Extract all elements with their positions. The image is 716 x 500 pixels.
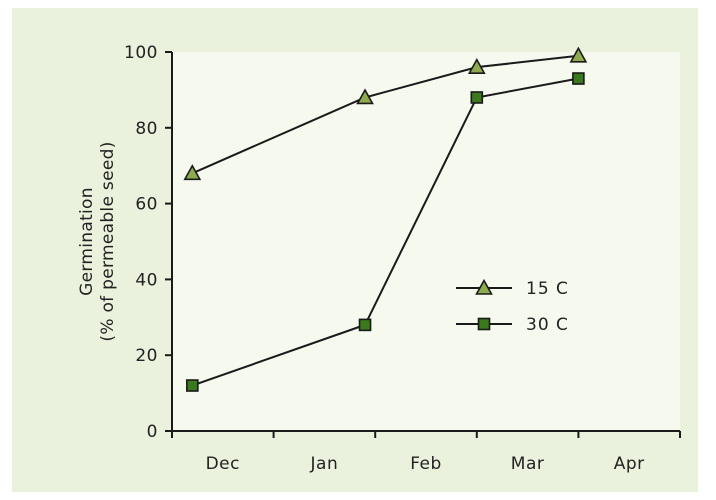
x-tick-label: Apr (614, 454, 645, 474)
axes (171, 52, 680, 432)
legend: 15 C 30 C (456, 278, 569, 335)
x-tick-label: Mar (511, 454, 545, 474)
y-axis-title-line2: (% of permeable seed) (98, 141, 118, 341)
ticks: 0 20 40 60 80 100 Dec Jan Feb Mar Apr (124, 43, 681, 474)
data-point (569, 46, 588, 63)
legend-label: 15 C (526, 279, 569, 299)
series-1 (183, 46, 588, 181)
series-2 (186, 72, 585, 392)
y-axis-title-line1: Germination (77, 187, 97, 296)
data-point (186, 379, 199, 392)
data-point (572, 72, 585, 85)
legend-marker (477, 317, 491, 331)
x-tick-label: Dec (206, 454, 240, 474)
series-line (191, 77, 579, 387)
legend-label: 30 C (526, 315, 569, 335)
legend-marker (475, 278, 493, 295)
data-point (183, 164, 202, 181)
y-tick-label: 80 (135, 119, 158, 139)
data-point (356, 88, 374, 105)
data-point (470, 91, 484, 104)
plot-area (172, 52, 680, 431)
legend-item: 15 C (456, 278, 569, 299)
data-point (467, 58, 486, 74)
series-line (191, 54, 579, 175)
legend-item: 30 C (456, 315, 569, 335)
x-tick-label: Feb (410, 454, 442, 474)
series-layer (183, 46, 588, 392)
y-tick-label: 100 (124, 43, 158, 63)
y-tick-label: 0 (147, 422, 158, 442)
data-point (358, 318, 372, 332)
x-tick-label: Jan (310, 454, 339, 474)
y-tick-label: 60 (135, 195, 158, 215)
y-tick-label: 20 (135, 346, 158, 366)
y-tick-label: 40 (135, 270, 158, 290)
